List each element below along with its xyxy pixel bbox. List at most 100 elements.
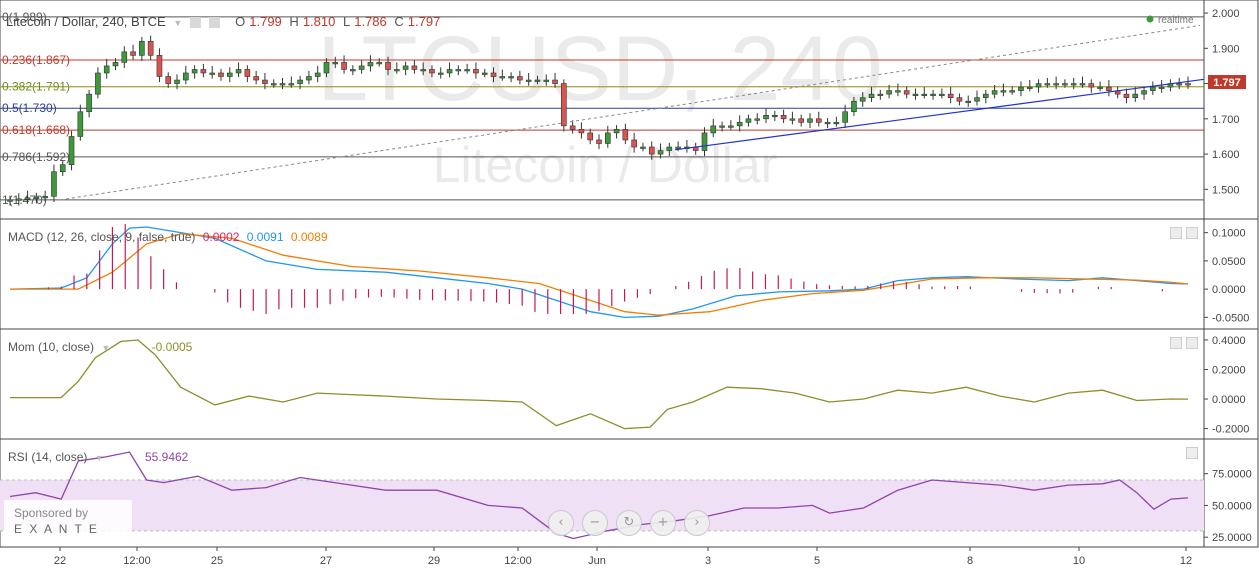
x-tick-label: 25 xyxy=(211,555,223,567)
candle-body xyxy=(499,76,506,79)
candle-body xyxy=(77,111,84,137)
candle-body xyxy=(42,196,48,199)
candle-body xyxy=(147,40,154,56)
candle-body xyxy=(473,69,479,74)
candle-body xyxy=(1185,83,1191,86)
candle-body xyxy=(1070,83,1077,86)
chevron-down-icon[interactable]: ▼ xyxy=(94,453,104,463)
candle-body xyxy=(1132,93,1139,98)
candle-body xyxy=(710,125,717,134)
candle-body xyxy=(262,79,268,84)
zoom-in-button[interactable]: + xyxy=(650,510,676,536)
eye-icon[interactable] xyxy=(189,17,201,29)
candle-body xyxy=(332,62,339,65)
scroll-right-button[interactable]: › xyxy=(684,510,710,536)
pane-maximize-icon[interactable] xyxy=(1170,227,1182,239)
candle-body xyxy=(613,129,620,134)
pane-maximize-icon[interactable] xyxy=(1170,337,1182,349)
pane-minimize-icon[interactable] xyxy=(1186,337,1198,349)
candle-body xyxy=(807,118,813,123)
sponsor-badge[interactable]: Sponsored by E X A N T E xyxy=(4,500,132,540)
candle-body xyxy=(534,79,541,82)
candle-body xyxy=(1158,86,1165,89)
x-tick-label: 5 xyxy=(814,555,820,567)
candle-body xyxy=(1000,90,1007,93)
x-tick-label: 12 xyxy=(1180,555,1192,567)
sponsor-line2: E X A N T E xyxy=(14,522,99,536)
candle-body xyxy=(1150,86,1156,91)
open-label: O xyxy=(235,14,246,29)
candle-body xyxy=(1123,93,1130,98)
support-trendline xyxy=(674,78,1205,151)
candle-body xyxy=(15,198,22,201)
y-tick-label: 1.500 xyxy=(1212,184,1240,196)
candle-body xyxy=(1106,86,1112,91)
mom-legend[interactable]: Mom (10, close) ▼ -0.0005 xyxy=(8,340,196,354)
candle-body xyxy=(956,97,963,102)
candle-body xyxy=(86,93,92,113)
candle-body xyxy=(939,93,945,96)
reset-button[interactable]: ↻ xyxy=(616,510,642,536)
candle-body xyxy=(666,146,673,151)
candle-body xyxy=(912,93,919,96)
x-tick-label: Jun xyxy=(588,555,606,567)
candle-body xyxy=(631,139,637,148)
y-tick-label: 0.0000 xyxy=(1212,284,1246,296)
candle-body xyxy=(719,125,725,128)
candle-body xyxy=(1009,90,1015,93)
candle-body xyxy=(270,83,277,86)
candle-body xyxy=(587,132,594,141)
high-label: H xyxy=(289,14,299,29)
series-line xyxy=(10,233,1189,316)
candle-body xyxy=(859,97,866,102)
candle-body xyxy=(1141,90,1147,95)
symbol-title: Litecoin / Dollar, 240, BTCE xyxy=(6,14,166,29)
candle-body xyxy=(376,62,383,65)
x-tick-label: 22 xyxy=(54,555,66,567)
candle-body xyxy=(1079,83,1086,86)
candle-body xyxy=(288,83,295,86)
pane-minimize-icon[interactable] xyxy=(1186,227,1198,239)
watermark-name: Litecoin / Dollar xyxy=(433,137,778,193)
candle-body xyxy=(385,62,391,70)
gear-icon[interactable] xyxy=(208,17,220,29)
high-value: 1.810 xyxy=(302,14,336,29)
candle-body xyxy=(648,146,655,155)
y-tick-label: -0.2000 xyxy=(1212,424,1249,436)
y-tick-label: 1.900 xyxy=(1212,43,1240,55)
candle-body xyxy=(481,72,488,75)
candle-body xyxy=(657,150,664,155)
trend-lines xyxy=(59,24,1205,201)
open-value: 1.799 xyxy=(249,14,282,29)
y-tick-label: 0.0500 xyxy=(1212,256,1246,268)
chevron-down-icon[interactable]: ▼ xyxy=(173,18,183,28)
x-tick-label: 29 xyxy=(428,555,440,567)
y-tick-label: 0.2000 xyxy=(1212,364,1246,376)
candle-body xyxy=(772,114,778,118)
sponsor-line1: Sponsored by xyxy=(14,506,89,520)
chevron-down-icon[interactable]: ▼ xyxy=(101,343,111,353)
macd-signal-value: 0.0089 xyxy=(290,230,328,244)
candle-body xyxy=(763,114,769,120)
macd-legend[interactable]: MACD (12, 26, close, 9, false, true) 0.0… xyxy=(8,230,332,244)
candle-body xyxy=(33,196,40,199)
scroll-left-button[interactable]: ‹ xyxy=(548,510,574,536)
rsi-legend[interactable]: RSI (14, close) ▼ 55.9462 xyxy=(8,450,192,464)
close-value: 1.797 xyxy=(407,14,441,29)
macd-label: MACD (12, 26, close, 9, false, true) xyxy=(8,230,196,244)
candle-body xyxy=(411,65,418,70)
pane-maximize-icon[interactable] xyxy=(1186,447,1198,459)
candle-body xyxy=(218,72,224,77)
candle-body xyxy=(226,72,233,77)
candle-body xyxy=(947,93,954,98)
candle-body xyxy=(701,132,708,151)
zoom-out-button[interactable]: − xyxy=(582,510,608,536)
pane-frames xyxy=(0,0,1259,548)
y-tick-label: 50.0000 xyxy=(1212,500,1252,512)
candle-body xyxy=(842,111,848,123)
candle-body xyxy=(833,122,840,125)
candle-body xyxy=(103,65,110,74)
fibonacci-levels: 0(1.989)0.236(1.867)0.382(1.791)0.5(1.73… xyxy=(0,10,1204,207)
